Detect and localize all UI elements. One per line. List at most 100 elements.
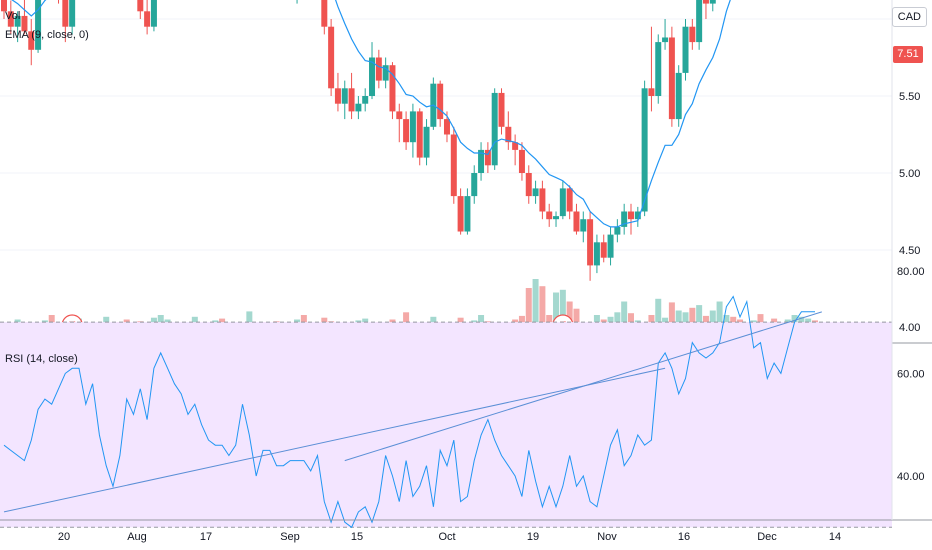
rsi-tick-label: 40.00 (897, 471, 925, 483)
currency-button[interactable]: CAD (891, 7, 927, 27)
rsi-band (0, 322, 892, 528)
candle-body (396, 111, 403, 120)
candle-body (532, 188, 539, 197)
candle-body (512, 142, 519, 150)
candle-body (62, 0, 69, 27)
candle-body (484, 149, 491, 166)
rsi-legend[interactable]: RSI (14, close) (5, 353, 78, 365)
candle-body (7, 11, 14, 27)
time-axis[interactable]: 20 Aug 17 Sep 15 Oct 19 Nov 16 Dec 14 (58, 531, 841, 543)
candle-body (587, 219, 594, 266)
candle-body (28, 31, 35, 50)
time-tick-label: Oct (438, 531, 455, 543)
vol-legend[interactable]: Vol (5, 10, 21, 22)
rsi-line (3, 295, 815, 529)
candle-body (573, 211, 580, 232)
candle-body (675, 72, 682, 120)
candle-body (518, 149, 525, 173)
ema-legend[interactable]: EMA (9, close, 0) (5, 29, 89, 41)
time-tick-label: Nov (597, 531, 617, 543)
volume-bar (532, 279, 539, 342)
time-tick-label: 19 (527, 531, 539, 543)
rsi-trendline[interactable] (3, 367, 666, 513)
candle-body (403, 119, 410, 143)
candle-body (382, 65, 389, 81)
rsi-trendlines[interactable] (3, 311, 822, 513)
candle-body (416, 111, 423, 158)
candle-body (375, 57, 382, 81)
candle-body (607, 234, 614, 258)
candle-body (505, 126, 512, 143)
candle-body (696, 0, 703, 43)
candle-body (600, 242, 607, 258)
time-tick-label: Aug (127, 531, 147, 543)
candle-body (321, 0, 328, 27)
candle-body (471, 173, 478, 197)
last-price-tag: 7.51 (893, 46, 923, 63)
candle-body (709, 0, 716, 4)
candle-body (491, 92, 498, 166)
volume-bar (716, 301, 723, 342)
rsi-tick-label: 80.00 (897, 266, 925, 278)
time-tick-label: Dec (757, 531, 777, 543)
candle-body (409, 111, 416, 143)
time-tick-label: 16 (678, 531, 690, 543)
candle-body (348, 88, 355, 112)
candle-body (369, 57, 376, 96)
candle-body (682, 26, 689, 73)
price-tick-label: 5.50 (899, 91, 920, 103)
candle-body (450, 134, 457, 197)
candle-body (423, 126, 430, 158)
rsi-axis[interactable]: 40.00 60.00 80.00 (897, 266, 925, 483)
candle-body (14, 15, 21, 27)
candle-body (634, 211, 641, 220)
candle-body (546, 211, 553, 220)
rsi-trendline[interactable] (344, 311, 822, 462)
candle-body (539, 188, 546, 212)
candle-body (362, 96, 369, 104)
candle-body (621, 211, 628, 227)
price-tick-label: 5.00 (899, 168, 920, 180)
candle-body (566, 188, 573, 212)
price-tick-label: 4.50 (899, 245, 920, 257)
candle-body (627, 211, 634, 220)
candle-body (341, 88, 348, 104)
candle-body (593, 242, 600, 266)
candle-body (437, 83, 444, 120)
candle-body (689, 26, 696, 43)
rsi-tick-label: 60.00 (897, 368, 925, 380)
volume-bar (525, 288, 532, 342)
price-tick-label: 4.00 (899, 322, 920, 334)
candle-body (655, 42, 662, 96)
candle-body (648, 88, 655, 96)
candle-body (144, 11, 151, 27)
time-tick-label: Sep (280, 531, 300, 543)
candle-body (35, 0, 42, 50)
time-tick-label: 17 (200, 531, 212, 543)
volume-bar (655, 298, 662, 342)
candle-body (328, 26, 335, 89)
volume-bar (539, 286, 546, 342)
candle-body (1, 0, 7, 12)
time-tick-label: 20 (58, 531, 70, 543)
candle-body (614, 226, 621, 235)
time-tick-label: 14 (829, 531, 841, 543)
candle-body (389, 65, 396, 112)
candle-body (355, 103, 362, 112)
candle-body (525, 173, 532, 197)
candle-body (464, 196, 471, 232)
candle-body (641, 88, 648, 212)
candle-body (559, 188, 566, 217)
candle-body (21, 15, 28, 32)
candle-body (553, 216, 560, 220)
time-tick-label: 15 (351, 531, 363, 543)
candle-body (478, 149, 485, 173)
candle-body (334, 88, 341, 104)
candle-body (457, 196, 464, 232)
price-grid (0, 18, 892, 328)
candle-body (668, 37, 675, 120)
candle-body (137, 0, 144, 12)
candle-body (662, 37, 669, 43)
candle-body (443, 119, 450, 135)
